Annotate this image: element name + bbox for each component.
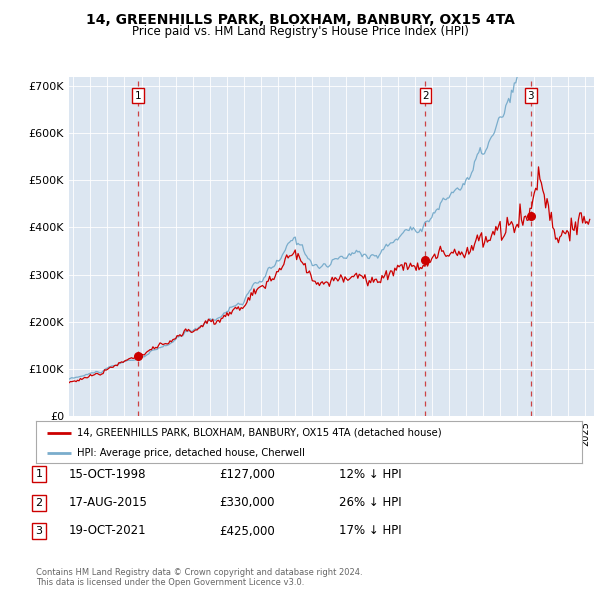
Text: £127,000: £127,000 — [219, 468, 275, 481]
Text: 17% ↓ HPI: 17% ↓ HPI — [339, 525, 401, 537]
Text: HPI: Average price, detached house, Cherwell: HPI: Average price, detached house, Cher… — [77, 448, 305, 457]
Text: £330,000: £330,000 — [219, 496, 275, 509]
Text: 1: 1 — [134, 90, 141, 100]
Text: £425,000: £425,000 — [219, 525, 275, 537]
Text: 14, GREENHILLS PARK, BLOXHAM, BANBURY, OX15 4TA (detached house): 14, GREENHILLS PARK, BLOXHAM, BANBURY, O… — [77, 428, 442, 438]
Text: 26% ↓ HPI: 26% ↓ HPI — [339, 496, 401, 509]
Text: Price paid vs. HM Land Registry's House Price Index (HPI): Price paid vs. HM Land Registry's House … — [131, 25, 469, 38]
Text: Contains HM Land Registry data © Crown copyright and database right 2024.
This d: Contains HM Land Registry data © Crown c… — [36, 568, 362, 587]
Text: 17-AUG-2015: 17-AUG-2015 — [69, 496, 148, 509]
Text: 2: 2 — [422, 90, 429, 100]
Text: 12% ↓ HPI: 12% ↓ HPI — [339, 468, 401, 481]
Text: 3: 3 — [527, 90, 534, 100]
Text: 14, GREENHILLS PARK, BLOXHAM, BANBURY, OX15 4TA: 14, GREENHILLS PARK, BLOXHAM, BANBURY, O… — [86, 13, 514, 27]
Text: 15-OCT-1998: 15-OCT-1998 — [69, 468, 146, 481]
Text: 2: 2 — [35, 498, 43, 507]
Text: 1: 1 — [35, 470, 43, 479]
Text: 19-OCT-2021: 19-OCT-2021 — [69, 525, 146, 537]
Text: 3: 3 — [35, 526, 43, 536]
